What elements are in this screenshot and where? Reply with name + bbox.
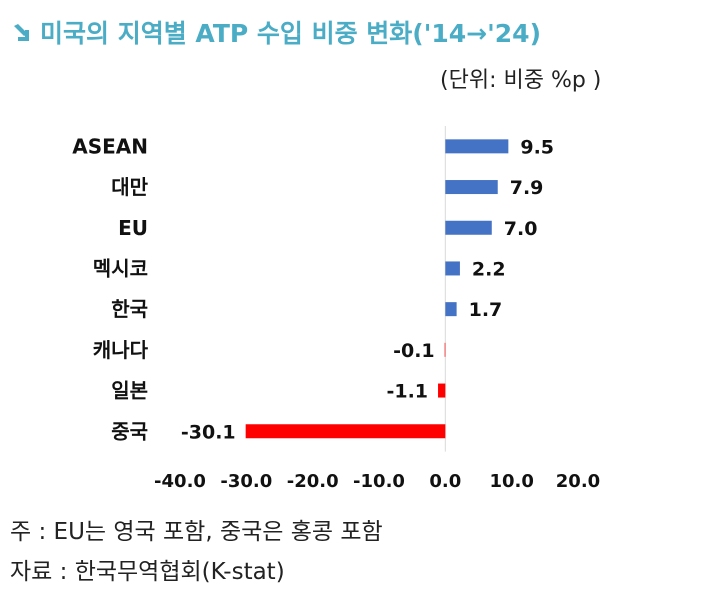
- chart-title-text: 미국의 지역별 ATP 수입 비중 변화('14→'24): [40, 19, 541, 48]
- data-label: 1.7: [469, 299, 503, 321]
- source-note: 자료 : 한국무역협회(K-stat): [10, 559, 285, 585]
- category-label: 중국: [111, 419, 148, 443]
- down-right-arrow-icon: [12, 19, 34, 48]
- x-tick-label: -10.0: [353, 471, 405, 492]
- category-label: ASEAN: [72, 134, 148, 158]
- bar-0: [445, 139, 509, 154]
- bar-5: [444, 342, 446, 357]
- footnote: 주 : EU는 영국 포함, 중국은 홍콩 포함: [10, 519, 383, 545]
- bar-3: [445, 261, 460, 276]
- data-label: 9.5: [520, 136, 554, 158]
- category-label: 대만: [111, 175, 148, 199]
- data-label: 2.2: [472, 258, 506, 280]
- x-tick-label: 10.0: [489, 471, 533, 492]
- data-label: 7.9: [510, 177, 544, 199]
- data-label: -1.1: [386, 381, 428, 403]
- bar-7: [245, 424, 446, 439]
- category-label: 멕시코: [93, 256, 148, 280]
- x-tick-label: 0.0: [429, 471, 461, 492]
- category-label: 한국: [111, 297, 148, 321]
- category-label: 일본: [111, 379, 148, 403]
- bar-1: [445, 180, 498, 195]
- bar-6: [438, 383, 446, 398]
- bar-2: [445, 220, 492, 235]
- unit-label: (단위: 비중 %p ): [440, 68, 602, 93]
- bar-4: [445, 302, 457, 317]
- data-label: -30.1: [181, 421, 236, 443]
- x-tick-label: -30.0: [220, 471, 272, 492]
- x-tick-label: 20.0: [556, 471, 600, 492]
- bar-chart: ASEAN 9.5 대만 7.9 EU 7.0 멕시코 2.2 한국 1.7 캐나다 -0.1 일본 -1…: [72, 126, 600, 492]
- data-label: -0.1: [393, 340, 435, 362]
- x-tick-label: -40.0: [154, 471, 206, 492]
- x-tick-label: -20.0: [287, 471, 339, 492]
- category-label: 캐나다: [93, 338, 149, 362]
- chart-title: 미국의 지역별 ATP 수입 비중 변화('14→'24): [12, 14, 541, 50]
- category-label: EU: [118, 216, 148, 240]
- data-label: 7.0: [504, 218, 538, 240]
